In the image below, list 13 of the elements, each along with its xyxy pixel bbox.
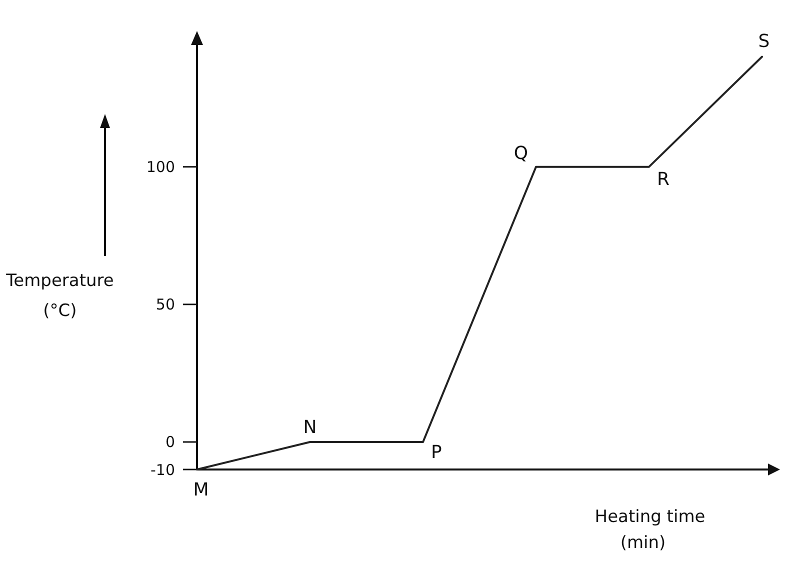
annotation: N — [303, 416, 317, 438]
x-axis-title: Heating time (min) — [594, 507, 706, 553]
y-tick-label: -10 — [150, 460, 175, 479]
y-tick-label: 50 — [156, 296, 175, 314]
annotation: P — [431, 442, 442, 463]
annotation: R — [657, 168, 670, 190]
annotation: S — [758, 30, 770, 52]
y-axis-title: Temperature (°C) — [5, 271, 114, 321]
line-series — [196, 56, 763, 470]
text: M — [193, 480, 209, 500]
y-tick-label: 0 — [165, 433, 175, 452]
annotation: Q — [514, 142, 528, 164]
y-tick-label: 100 — [146, 158, 175, 176]
